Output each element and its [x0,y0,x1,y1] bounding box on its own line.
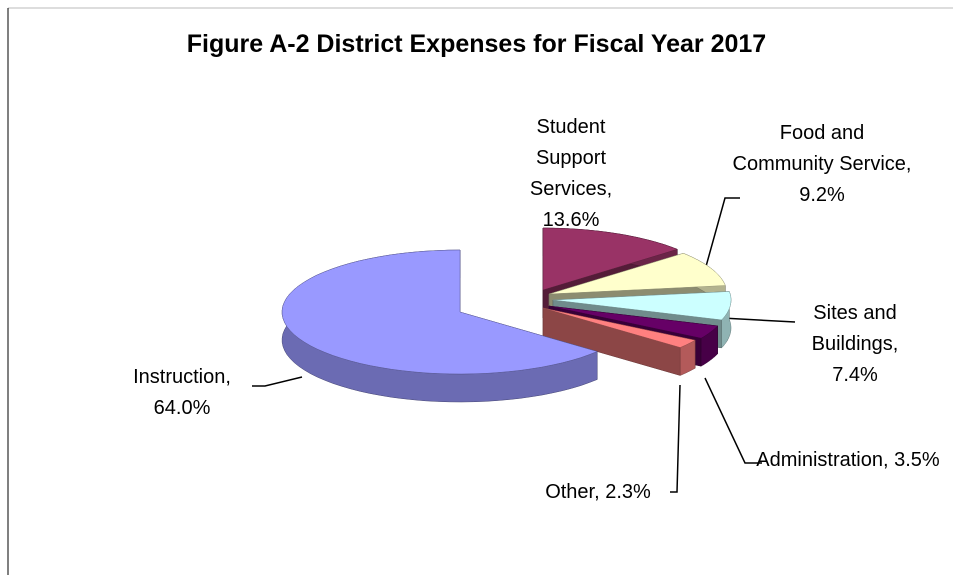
pie-slice [548,253,726,295]
leader-line [704,377,762,464]
data-label: Other, 2.3% [545,481,651,503]
data-label: Food and Community Service, 9.2% [732,122,912,206]
pie-slice [281,249,598,375]
data-label: Instruction, 64.0% [133,366,231,419]
data-label: Sites and Buildings, 7.4% [811,302,899,386]
leader-line [699,197,740,289]
leader-line [670,384,681,493]
pie-slice [542,307,696,348]
pie-slice [542,227,679,291]
pie-slice [548,305,719,339]
leader-line [252,376,303,387]
data-label: Administration, 3.5% [756,449,940,471]
chart-title: Figure A-2 District Expenses for Fiscal … [186,30,767,58]
pie-slice [552,291,732,321]
data-label: Student Support Services, 13.6% [529,116,613,231]
leader-line [721,317,796,323]
